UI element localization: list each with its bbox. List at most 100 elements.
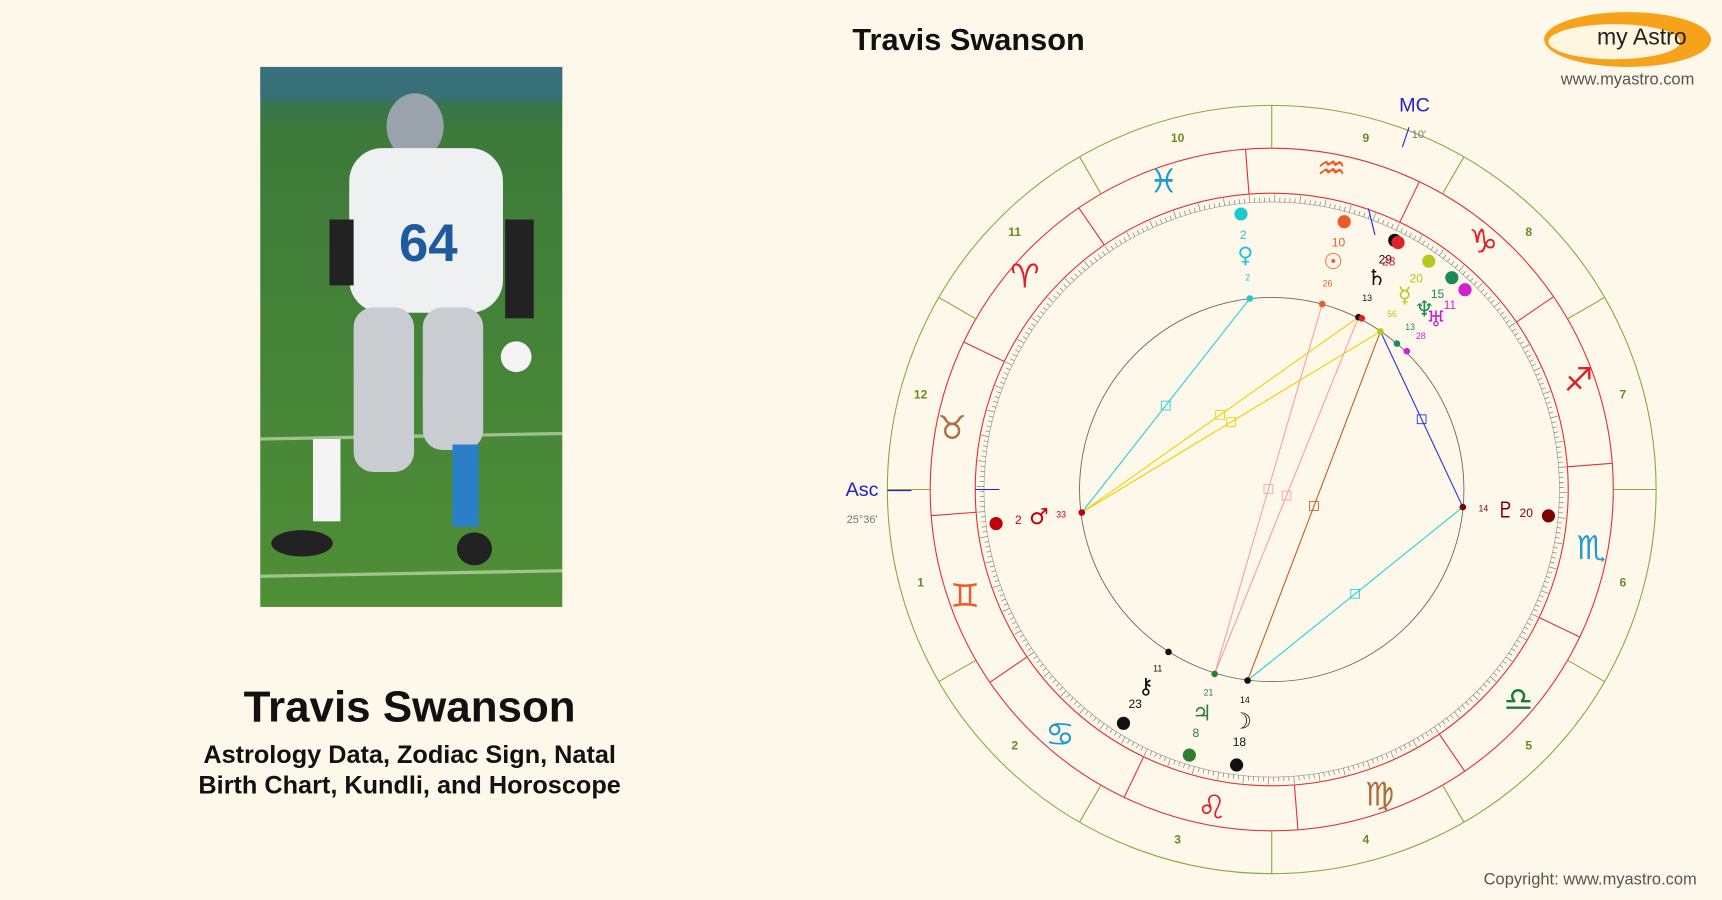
degree-tick [1154,752,1157,758]
planet-glyph: ☽ [1232,710,1252,735]
degree-tick [1395,223,1400,231]
planet-minute: 28 [1416,331,1426,341]
degree-tick [1539,595,1544,598]
degree-tick [1202,768,1205,774]
planet-minute: 2 [1245,273,1250,283]
degree-tick [1558,517,1566,519]
degree-tick [1533,608,1538,612]
planet-inner-dot [1165,648,1172,656]
degree-tick [1009,617,1015,620]
degree-tick [1352,765,1355,770]
degree-tick [1155,221,1158,226]
degree-tick [1063,284,1068,288]
degree-tick [1059,686,1063,691]
degree-tick [1422,240,1426,245]
degree-tick [1466,274,1470,279]
house-number: 2 [1011,739,1018,753]
house-divider [1079,156,1102,195]
planet-dot [1391,235,1405,250]
degree-tick [1476,691,1480,695]
degree-tick [1551,556,1556,559]
sign-glyph: ♍︎ [1365,774,1395,813]
degree-tick [1434,249,1438,253]
degree-tick [1223,198,1226,206]
degree-tick [1489,676,1497,682]
planet-degree: 2 [1015,513,1022,527]
degree-tick [1208,204,1211,209]
degree-tick [1531,363,1536,367]
degree-tick [1019,634,1024,638]
degree-tick [1555,440,1564,443]
degree-tick [1037,315,1041,319]
degree-tick [981,455,986,457]
planet-degree: 29 [1379,253,1393,267]
degree-tick [1046,303,1051,307]
sign-divider [1567,462,1613,468]
degree-tick [1160,219,1163,224]
aspect-ring [1079,297,1465,683]
degree-tick [1556,446,1561,448]
degree-tick [1304,199,1306,204]
sign-divider [1438,733,1466,772]
degree-tick [1552,426,1558,429]
degree-tick [1553,431,1559,433]
degree-tick [1469,698,1473,702]
degree-tick [1003,372,1009,375]
mc-degree: 10' [1412,129,1426,141]
planet-glyph: ♅ [1426,307,1446,332]
degree-tick [1399,746,1402,752]
degree-tick [1118,734,1122,739]
degree-tick [988,415,994,418]
degree-tick [1159,754,1162,760]
degree-tick [1438,723,1442,728]
planet-degree: 20 [1519,506,1533,520]
degree-tick [1381,755,1384,760]
degree-tick [1363,212,1366,218]
degree-tick [1010,358,1015,362]
degree-tick [1299,195,1301,204]
planet-degree: 10 [1332,235,1346,249]
degree-tick [1097,720,1101,725]
degree-tick [1193,207,1196,213]
degree-tick [1557,522,1562,524]
degree-tick [1146,225,1149,230]
degree-tick [985,430,990,433]
degree-tick [1477,282,1484,289]
degree-tick [1042,667,1047,672]
degree-tick [1549,411,1554,414]
degree-tick [1390,751,1395,759]
degree-tick [1505,656,1513,662]
degree-tick [1430,246,1434,251]
degree-tick [1362,762,1365,767]
degree-tick [991,405,997,408]
degree-tick [1179,212,1182,217]
degree-tick [992,575,998,578]
sign-glyph: ♓︎ [1149,162,1179,201]
degree-tick [1012,353,1017,357]
degree-tick [1141,227,1145,233]
degree-tick [1025,331,1030,335]
degree-tick [1163,756,1167,762]
header-url[interactable]: www.myastro.com [1560,70,1695,88]
degree-tick [1123,237,1127,242]
aspect-lines [1081,298,1464,681]
degree-tick [1070,277,1075,281]
degree-tick [1207,770,1210,775]
logo-text[interactable]: my Astro [1597,24,1687,50]
logo[interactable]: my Astro [1544,12,1712,67]
degree-tick [1516,639,1521,643]
degree-tick [1454,264,1459,269]
planet-degree: 20 [1410,272,1424,286]
degree-tick [1028,327,1033,331]
degree-tick [1002,608,1010,612]
planet-glyph: ⚷ [1138,675,1154,700]
degree-tick [1490,300,1495,304]
degree-tick [1343,206,1346,212]
asc-degree: 25°36' [847,514,878,526]
degree-tick [1212,771,1215,776]
degree-tick [1098,254,1102,259]
planet-dot [1445,271,1459,285]
sign-glyph: ♌︎ [1197,787,1227,826]
